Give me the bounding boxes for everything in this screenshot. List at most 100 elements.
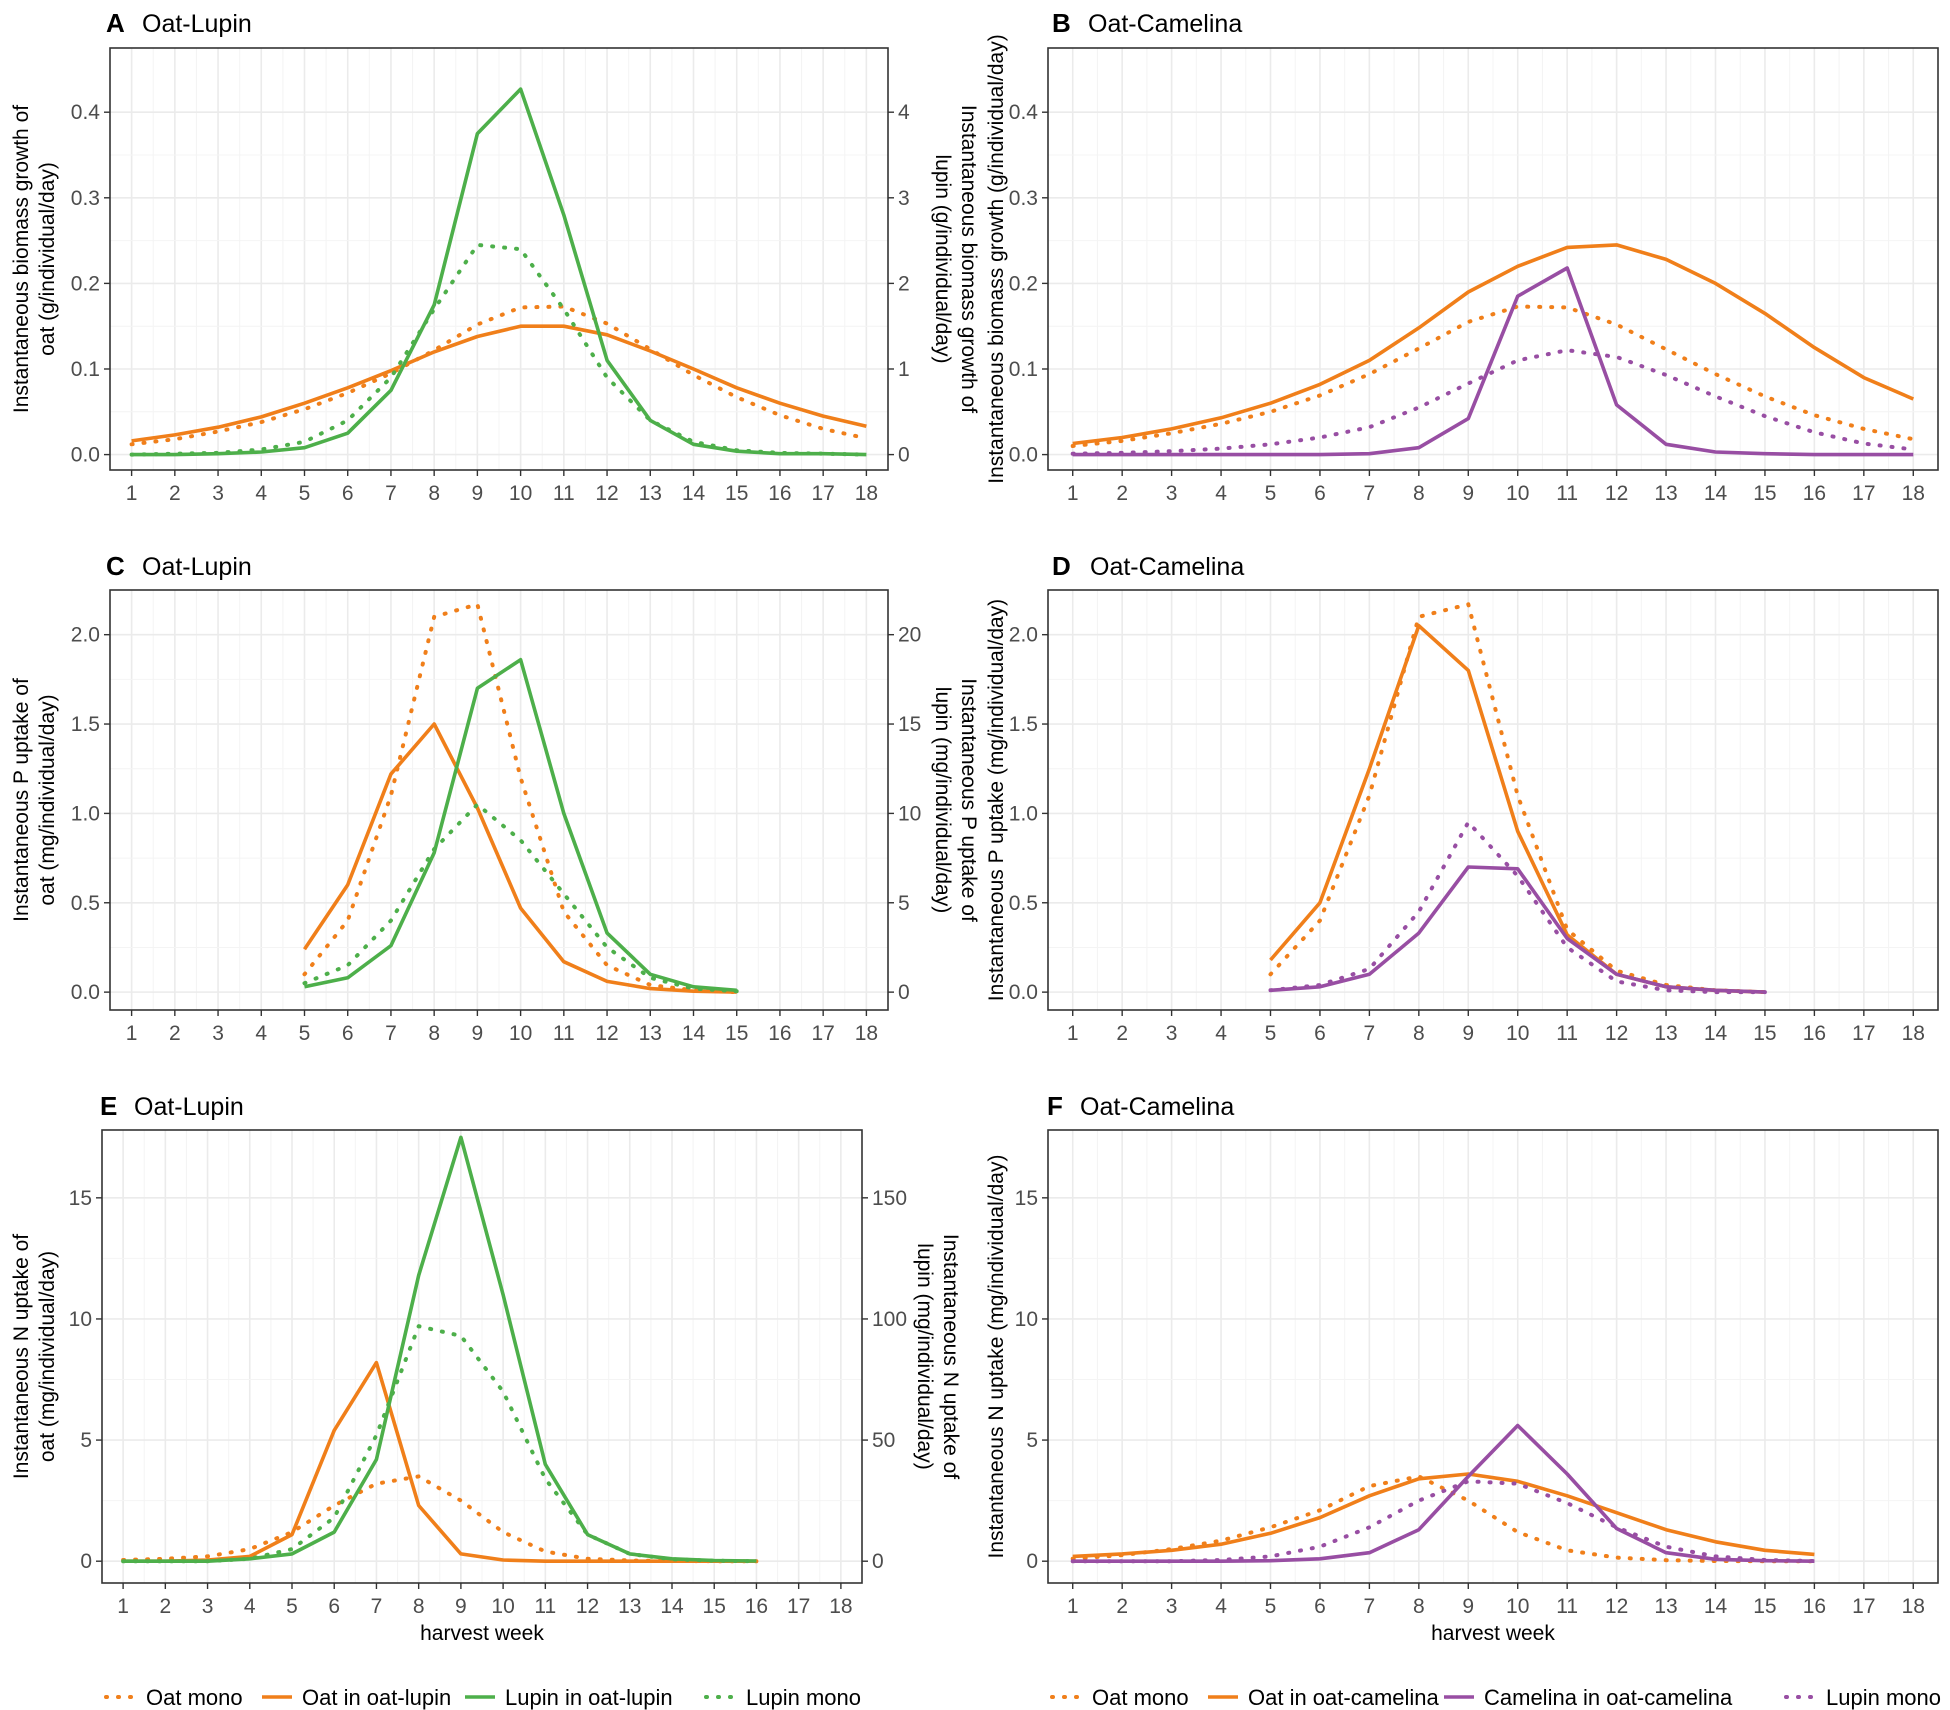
x-tick-label: 7 [385, 1022, 397, 1045]
y-axis-title: Instantaneous N uptake (mg/individual/da… [985, 1155, 1008, 1559]
x-tick-label: 18 [855, 1022, 878, 1045]
x-tick-label: 7 [1364, 1022, 1376, 1045]
y2-tick-label: 5 [898, 892, 910, 915]
series-line-oat-in-oat-camelina [1072, 1472, 1815, 1559]
series-line-oat-mono [1070, 304, 1916, 448]
legend-label: Lupin mono [746, 1685, 861, 1710]
series-line-lupin-mono [1070, 1479, 1817, 1564]
plot-frame [1047, 1129, 1939, 1584]
y-tick-label: 0.0 [1009, 444, 1038, 467]
y-tick-label: 2.0 [71, 624, 100, 647]
y-tick-label: 0.3 [1009, 187, 1038, 210]
x-tick-label: 7 [1364, 482, 1376, 505]
y-tick-label: 0.0 [71, 981, 100, 1004]
panel-letter: D [1052, 551, 1071, 581]
x-tick-label: 15 [703, 1595, 726, 1618]
y2-axis-title-line: Instantaneous P uptake of [957, 678, 980, 922]
series-line-camelina-in-oat-camelina [1072, 266, 1914, 457]
y2-tick-label: 50 [872, 1429, 895, 1452]
x-tick-label: 18 [829, 1595, 852, 1618]
y2-axis-title: Instantaneous N uptake oflupin (mg/indiv… [913, 1234, 962, 1479]
legend-label: Oat mono [1092, 1685, 1189, 1710]
x-tick-label: 12 [595, 482, 618, 505]
x-tick-label: 11 [553, 1022, 575, 1045]
panel-title: Oat-Lupin [134, 1093, 244, 1121]
legend-label: Camelina in oat-camelina [1484, 1685, 1733, 1710]
y-tick-label: 0 [1026, 1550, 1038, 1573]
legend-label: Oat mono [146, 1685, 243, 1710]
y-tick-label: 1.5 [1009, 713, 1038, 736]
x-tick-label: 17 [811, 1022, 834, 1045]
y2-axis-title-line: Instantaneous biomass growth of [957, 105, 980, 413]
series-line-lupin-mono [1268, 820, 1767, 995]
y-tick-label: 0.1 [71, 358, 100, 381]
y-axis-title-line: Instantaneous N uptake (mg/individual/da… [985, 1155, 1008, 1559]
panel-letter: C [106, 551, 125, 581]
series-line-lupin-mono [302, 802, 739, 994]
x-tick-label: 16 [745, 1595, 768, 1618]
x-tick-label: 5 [286, 1595, 298, 1618]
x-tick-label: 4 [1215, 1595, 1227, 1618]
x-tick-label: 4 [1215, 1022, 1227, 1045]
y2-axis-title-line: lupin (mg/individual/day) [931, 687, 954, 913]
x-tick-label: 1 [126, 1022, 138, 1045]
y-axis-title-line: oat (g/individual/day) [36, 162, 59, 356]
x-tick-label: 10 [509, 482, 532, 505]
panel-title: Oat-Camelina [1090, 553, 1244, 581]
panel-title: Oat-Camelina [1080, 1093, 1234, 1121]
x-tick-label: 14 [1704, 1595, 1728, 1618]
x-tick-label: 14 [682, 482, 706, 505]
y-axis-title-line: Instantaneous biomass growth (g/individu… [985, 34, 1008, 483]
panel-letter: F [1047, 1091, 1063, 1121]
x-tick-label: 9 [472, 482, 484, 505]
y2-tick-label: 2 [898, 272, 910, 295]
plot-frame [1047, 589, 1939, 1011]
x-tick-label: 2 [169, 1022, 181, 1045]
x-tick-label: 2 [1116, 482, 1128, 505]
y-tick-label: 0.1 [1009, 358, 1038, 381]
y-tick-label: 10 [69, 1308, 92, 1331]
y-tick-label: 15 [1015, 1187, 1038, 1210]
y-tick-label: 2.0 [1009, 624, 1038, 647]
y-axis-title-line: Instantaneous N uptake of [10, 1234, 33, 1479]
x-tick-label: 13 [1654, 1022, 1677, 1045]
x-tick-label: 5 [1265, 1022, 1277, 1045]
x-tick-label: 4 [255, 482, 267, 505]
y-axis-title-line: Instantaneous P uptake (mg/individual/da… [985, 599, 1008, 1001]
x-tick-label: 15 [725, 482, 748, 505]
y-tick-label: 1.0 [71, 802, 100, 825]
x-tick-label: 8 [428, 482, 440, 505]
x-tick-label: 16 [1803, 1595, 1826, 1618]
y-tick-label: 0.4 [1009, 101, 1039, 124]
x-tick-label: 5 [1265, 1595, 1277, 1618]
y-axis-title: Instantaneous biomass growth (g/individu… [985, 34, 1008, 483]
x-tick-label: 5 [299, 1022, 311, 1045]
x-tick-label: 10 [509, 1022, 532, 1045]
y-tick-label: 0.0 [1009, 981, 1038, 1004]
x-tick-label: 6 [342, 482, 354, 505]
x-tick-label: 16 [1803, 482, 1826, 505]
x-tick-label: 1 [117, 1595, 129, 1618]
x-tick-label: 15 [1753, 482, 1776, 505]
x-tick-label: 13 [1654, 482, 1677, 505]
x-tick-label: 1 [1067, 1022, 1079, 1045]
x-tick-label: 10 [1506, 1595, 1529, 1618]
x-tick-label: 10 [1506, 1022, 1529, 1045]
series-line-oat-in-oat-lupin [303, 722, 737, 994]
y2-tick-label: 20 [898, 624, 921, 647]
x-tick-label: 17 [1852, 1022, 1875, 1045]
y-tick-label: 1.0 [1009, 802, 1038, 825]
x-tick-label: 6 [1314, 1022, 1326, 1045]
x-tick-label: 11 [1556, 482, 1578, 505]
x-tick-label: 2 [159, 1595, 171, 1618]
x-tick-label: 5 [299, 482, 311, 505]
legend-right: Oat mono Oat in oat-camelina Camelina in o… [1050, 1685, 1941, 1710]
x-tick-label: 9 [1462, 1595, 1474, 1618]
x-tick-label: 17 [1852, 1595, 1875, 1618]
panel-d: 1 2 3 4 5 6 7 8 9 10 11 12 13 14 15 16 17 180.00.51.01.52… [985, 551, 1939, 1045]
y2-axis-title: Instantaneous biomass growth oflupin (g/… [931, 105, 980, 413]
y2-tick-label: 100 [872, 1308, 907, 1331]
y2-tick-label: 4 [898, 101, 910, 124]
y-tick-label: 5 [80, 1429, 92, 1452]
